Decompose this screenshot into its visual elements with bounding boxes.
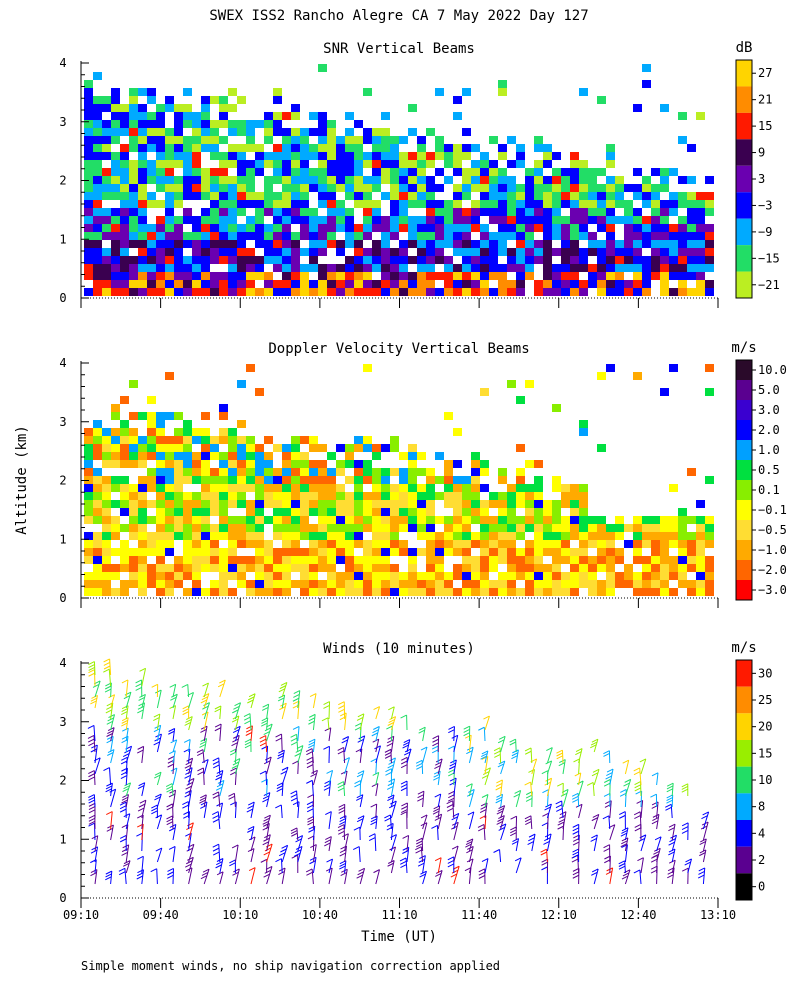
colorbar-label: 20 <box>758 720 772 734</box>
x-axis-label: Time (UT) <box>361 929 437 945</box>
panel-1: SNR Vertical Beams 0 1 2 3 4 27 21 15 9 3 −3 −9 −15 −2… <box>59 40 780 308</box>
colorbar-label: 30 <box>758 666 772 680</box>
colorbar-label: −9 <box>758 225 772 239</box>
colorbar-label: 27 <box>758 66 772 80</box>
y-tick-label: 4 <box>59 56 66 70</box>
y-tick-label: 1 <box>59 832 66 846</box>
colorbar-label: −3 <box>758 198 772 212</box>
colorbar-label: −0.1 <box>758 503 787 517</box>
colorbar-label: 3.0 <box>758 403 780 417</box>
colorbar-label: 2 <box>758 853 765 867</box>
footnote: Simple moment winds, no ship navigation … <box>81 959 500 973</box>
colorbar-unit: m/s <box>731 340 756 356</box>
y-tick-label: 2 <box>59 474 66 488</box>
x-tick-label: 11:40 <box>461 908 497 922</box>
colorbar-label: 15 <box>758 746 772 760</box>
colorbar-label: 21 <box>758 93 772 107</box>
x-tick-label: 09:10 <box>63 908 99 922</box>
y-tick-label: 4 <box>59 656 66 670</box>
x-tick-label: 10:10 <box>222 908 258 922</box>
panels: SNR Vertical Beams0123427211593−3−9−15−2… <box>59 40 787 922</box>
colorbar-label: −2.0 <box>758 563 787 577</box>
figure-title: SWEX ISS2 Rancho Alegre CA 7 May 2022 Da… <box>209 8 588 24</box>
panel-title: SNR Vertical Beams <box>323 41 475 57</box>
colorbar-unit: dB <box>736 40 753 56</box>
colorbar-label: −1.0 <box>758 543 787 557</box>
colorbar-label: 10.0 <box>758 363 787 377</box>
colorbar: 27 21 15 9 3 −3 −9 −15 −21 dB <box>735 40 780 299</box>
y-tick-label: 1 <box>59 232 66 246</box>
colorbar-label: 25 <box>758 693 772 707</box>
colorbar-label: 0 <box>758 880 765 894</box>
x-tick-label: 12:10 <box>541 908 577 922</box>
colorbar-label: 3 <box>758 172 765 186</box>
x-tick-label: 13:10 <box>700 908 736 922</box>
plot-area <box>87 658 710 885</box>
y-tick-label: 2 <box>59 774 66 788</box>
colorbar-label: −15 <box>758 251 780 265</box>
colorbar-label: 8 <box>758 800 765 814</box>
panel-3: Winds (10 minutes) 0 1 2 3 4 09:10 09:40 10:10 10… <box>59 640 772 922</box>
y-tick-label: 1 <box>59 532 66 546</box>
panel-title: Doppler Velocity Vertical Beams <box>268 341 529 357</box>
plot-area <box>84 364 714 596</box>
colorbar-label: 0.1 <box>758 483 780 497</box>
colorbar-label: 4 <box>758 826 765 840</box>
y-tick-label: 0 <box>59 591 66 605</box>
colorbar: 10.0 5.0 3.0 2.0 1.0 0.5 0.1 −0.1 −0.5 −1.0 −2.0 −3… <box>731 340 787 601</box>
y-tick-label: 2 <box>59 174 66 188</box>
y-tick-label: 3 <box>59 115 66 129</box>
x-tick-label: 12:40 <box>620 908 656 922</box>
y-tick-label: 0 <box>59 291 66 305</box>
x-tick-label: 09:40 <box>143 908 179 922</box>
x-tick-label: 11:10 <box>381 908 417 922</box>
colorbar-label: 1.0 <box>758 443 780 457</box>
colorbar-label: 10 <box>758 773 772 787</box>
panel-title: Winds (10 minutes) <box>323 641 475 657</box>
colorbar-label: 15 <box>758 119 772 133</box>
y-tick-label: 4 <box>59 356 66 370</box>
x-tick-label: 10:40 <box>302 908 338 922</box>
colorbar-label: 5.0 <box>758 383 780 397</box>
colorbar-label: 2.0 <box>758 423 780 437</box>
colorbar-label: 9 <box>758 146 765 160</box>
y-tick-label: 0 <box>59 891 66 905</box>
colorbar-label: −0.5 <box>758 523 787 537</box>
y-tick-label: 3 <box>59 715 66 729</box>
colorbar-label: −21 <box>758 278 780 292</box>
panel-2: Doppler Velocity Vertical Beams 0 1 2 3 4 10.0… <box>59 340 787 608</box>
colorbar-label: −3.0 <box>758 583 787 597</box>
plot-area <box>84 64 714 296</box>
colorbar-label: 0.5 <box>758 463 780 477</box>
y-axis-label: Altitude (km) <box>14 425 30 535</box>
colorbar-unit: m/s <box>731 640 756 656</box>
y-tick-label: 3 <box>59 415 66 429</box>
